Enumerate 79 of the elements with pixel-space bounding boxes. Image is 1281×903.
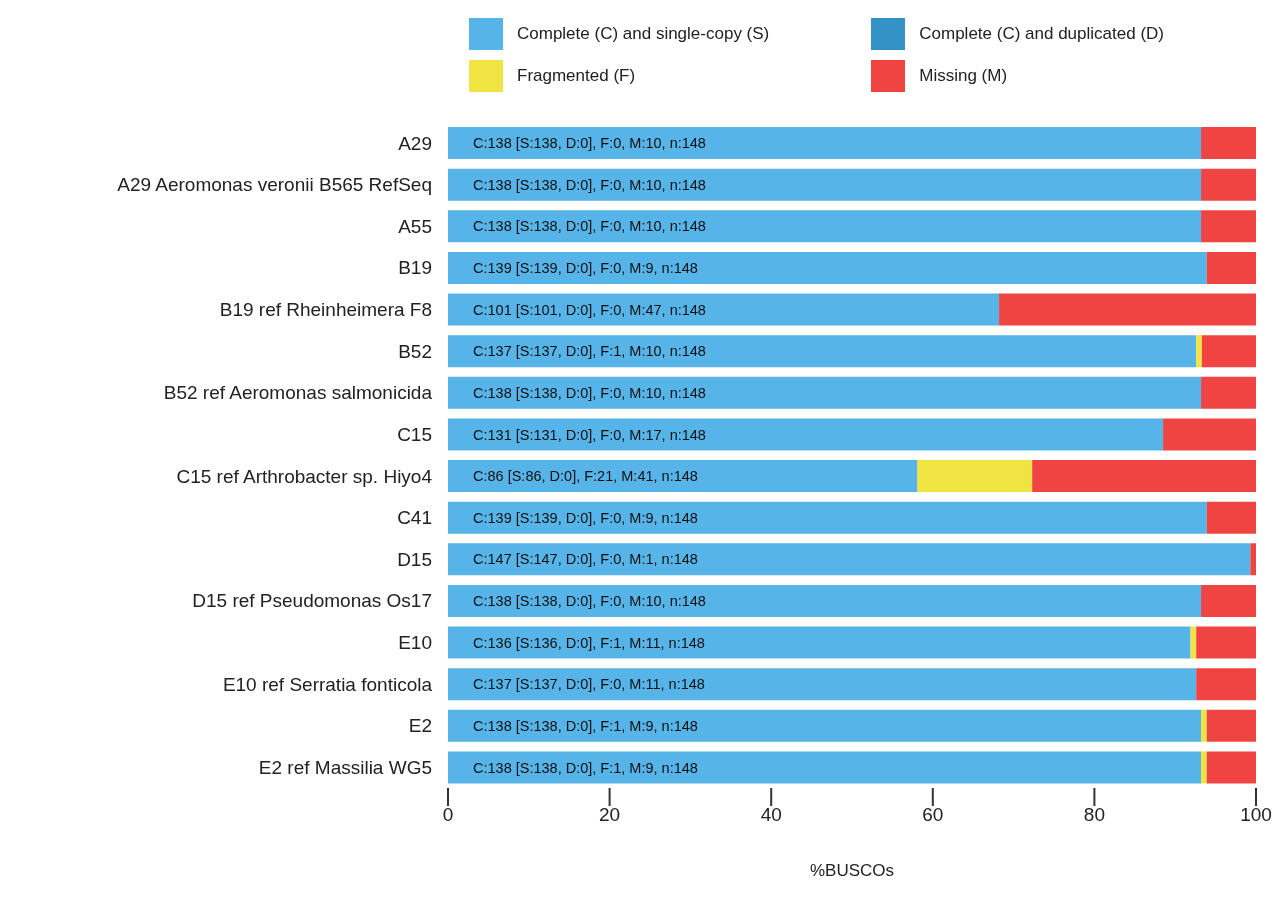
y-tick-label: E2 ref Massilia WG5 — [258, 756, 432, 778]
y-tick-label: A29 Aeromonas veronii B565 RefSeq — [117, 174, 432, 196]
bar — [1201, 127, 1256, 159]
data-label: C:136 [S:136, D:0], F:1, M:11, n:148 — [473, 634, 705, 651]
data-label: C:139 [S:139, D:0], F:0, M:9, n:148 — [473, 260, 698, 277]
data-label: C:138 [S:138, D:0], F:0, M:10, n:148 — [473, 176, 706, 193]
data-label: C:86 [S:86, D:0], F:21, M:41, n:148 — [473, 468, 698, 485]
data-label: C:138 [S:138, D:0], F:0, M:10, n:148 — [473, 218, 706, 235]
bar — [448, 251, 1207, 284]
data-label: C:137 [S:137, D:0], F:0, M:11, n:148 — [473, 676, 705, 693]
data-label: C:131 [S:131, D:0], F:0, M:17, n:148 — [473, 426, 706, 443]
x-tick-label: 60 — [922, 804, 944, 826]
y-tick-label: B19 ref Rheinheimera F8 — [219, 299, 432, 321]
bar — [448, 584, 1202, 617]
data-label: C:138 [S:138, D:0], F:1, M:9, n:148 — [473, 759, 698, 776]
y-tick-label: D15 — [397, 548, 432, 570]
bar — [448, 668, 1197, 701]
bar — [448, 127, 1202, 159]
bar — [448, 460, 918, 492]
bar — [448, 501, 1207, 534]
bar — [1201, 376, 1256, 409]
x-tick-label: 40 — [760, 804, 782, 826]
y-tick-label: B52 — [398, 340, 432, 362]
y-tick-label: C15 ref Arthrobacter sp. Hiyo4 — [176, 465, 433, 487]
bar — [1163, 418, 1256, 451]
data-label: C:138 [S:138, D:0], F:1, M:9, n:148 — [473, 717, 698, 734]
y-tick-label: C41 — [397, 507, 432, 529]
y-tick-label: E10 — [398, 632, 432, 654]
bar — [448, 543, 1251, 576]
y-tick-label: B19 — [398, 257, 432, 279]
y-tick-label: B52 ref Aeromonas salmonicida — [163, 382, 433, 404]
x-tick-label: 80 — [1083, 804, 1105, 826]
data-label: C:138 [S:138, D:0], F:0, M:10, n:148 — [473, 384, 706, 401]
bar — [1032, 460, 1256, 492]
bar — [999, 293, 1256, 326]
data-label: C:138 [S:138, D:0], F:0, M:10, n:148 — [473, 593, 706, 610]
bar — [1196, 335, 1202, 368]
y-tick-label: C15 — [397, 423, 432, 445]
data-label: C:147 [S:147, D:0], F:0, M:1, n:148 — [473, 551, 698, 568]
data-label: C:138 [S:138, D:0], F:0, M:10, n:148 — [473, 135, 706, 152]
bar — [448, 210, 1202, 243]
y-tick-label: A55 — [398, 215, 432, 237]
bar — [1206, 251, 1256, 284]
bar — [1201, 335, 1256, 368]
bar — [1206, 751, 1256, 784]
bar — [448, 626, 1191, 659]
bar — [1201, 168, 1256, 201]
bar — [1201, 709, 1207, 742]
x-tick-label: 20 — [599, 804, 621, 826]
bar — [448, 335, 1197, 368]
bar — [1196, 626, 1256, 659]
y-tick-label: E2 — [408, 715, 432, 737]
bar — [1201, 751, 1207, 784]
legend-label: Fragmented (F) — [517, 66, 636, 86]
bar — [1201, 584, 1256, 617]
y-tick-label: E10 ref Serratia fonticola — [222, 673, 433, 695]
x-tick-label: 0 — [442, 804, 454, 826]
x-tick-label: 100 — [1240, 804, 1272, 826]
bar — [1250, 543, 1256, 576]
bar — [917, 460, 1033, 492]
bar — [1206, 709, 1256, 742]
legend-label: Missing (M) — [919, 66, 1008, 86]
legend-label: Complete (C) and single-copy (S) — [517, 24, 770, 44]
y-tick-label: A29 — [398, 132, 432, 154]
bar — [448, 751, 1202, 784]
bar — [448, 168, 1202, 201]
data-label: C:137 [S:137, D:0], F:1, M:10, n:148 — [473, 343, 706, 360]
bar — [1206, 501, 1256, 534]
data-label: C:101 [S:101, D:0], F:0, M:47, n:148 — [473, 301, 706, 318]
data-label: C:139 [S:139, D:0], F:0, M:9, n:148 — [473, 509, 698, 526]
bar — [1196, 668, 1256, 701]
x-axis-title: %BUSCOs — [809, 861, 895, 880]
bar — [448, 418, 1164, 451]
legend-label: Complete (C) and duplicated (D) — [919, 24, 1164, 44]
bar — [1201, 210, 1256, 243]
bar — [448, 709, 1202, 742]
bar — [448, 293, 1000, 326]
bar — [448, 376, 1202, 409]
y-tick-label: D15 ref Pseudomonas Os17 — [192, 590, 432, 612]
